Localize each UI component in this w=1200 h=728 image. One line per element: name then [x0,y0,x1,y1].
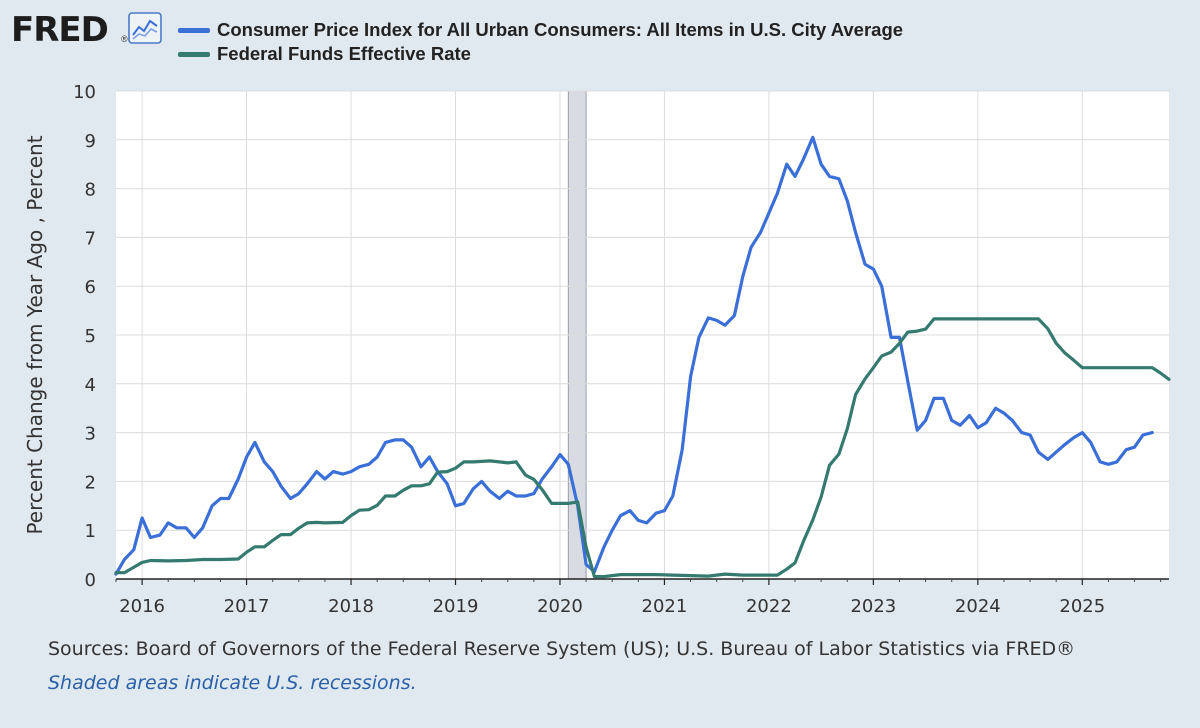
y-tick-label-4: 4 [85,375,96,396]
y-tick-label-1: 1 [85,521,96,542]
legend-label-fedfunds: Federal Funds Effective Rate [217,43,471,64]
y-tick-label-8: 8 [85,180,96,201]
x-tick-label-2023: 2023 [850,596,896,617]
x-tick-label-2021: 2021 [642,596,688,617]
y-tick-label-5: 5 [85,326,96,347]
x-tick-label-2017: 2017 [224,596,270,617]
legend-swatch-cpi [178,27,210,33]
legend-swatch-fedfunds [178,51,210,57]
gridlines [116,90,1169,579]
sources-note: Sources: Board of Governors of the Feder… [48,638,1076,660]
series-lines [114,135,1171,579]
y-tick-label-6: 6 [85,277,96,298]
y-tick-label-2: 2 [85,472,96,493]
y-tick-label-3: 3 [85,424,96,445]
series-line-fedfunds[interactable] [114,317,1171,579]
x-axis-ticks: 2016 2017 2018 2019 2020 2021 2022 2023 2024 2025 [115,579,1162,617]
x-tick-label-2022: 2022 [746,596,792,617]
y-tick-label-7: 7 [85,228,96,249]
y-tick-label-10: 10 [73,82,96,103]
y-axis-ticks: 0 1 2 3 4 5 6 7 8 9 10 [73,82,96,591]
y-tick-label-0: 0 [85,570,96,591]
x-tick-label-2025: 2025 [1059,596,1105,617]
logo-registered-mark: ® [121,34,128,44]
legend-item-cpi[interactable]: Consumer Price Index for All Urban Consu… [178,19,903,41]
x-tick-label-2016: 2016 [119,596,165,617]
fred-logo[interactable]: FRED [11,10,109,50]
legend-item-fedfunds[interactable]: Federal Funds Effective Rate [178,43,471,65]
series-line-cpi[interactable] [114,135,1154,576]
recession-note: Shaded areas indicate U.S. recessions. [48,672,417,694]
y-tick-label-9: 9 [85,131,96,152]
chart-header: FRED ® Consumer Price Index for All Urba… [0,0,1200,80]
y-axis-title: Percent Change from Year Ago , Percent [23,135,47,534]
x-tick-label-2020: 2020 [537,596,583,617]
fred-graph-icon[interactable] [128,12,162,44]
x-tick-label-2024: 2024 [955,596,1001,617]
legend-label-cpi: Consumer Price Index for All Urban Consu… [217,19,904,40]
x-tick-label-2019: 2019 [433,596,479,617]
line-chart: 2016 2017 2018 2019 2020 2021 2022 2023 2024 2025… [23,82,1171,617]
x-tick-label-2018: 2018 [328,596,374,617]
